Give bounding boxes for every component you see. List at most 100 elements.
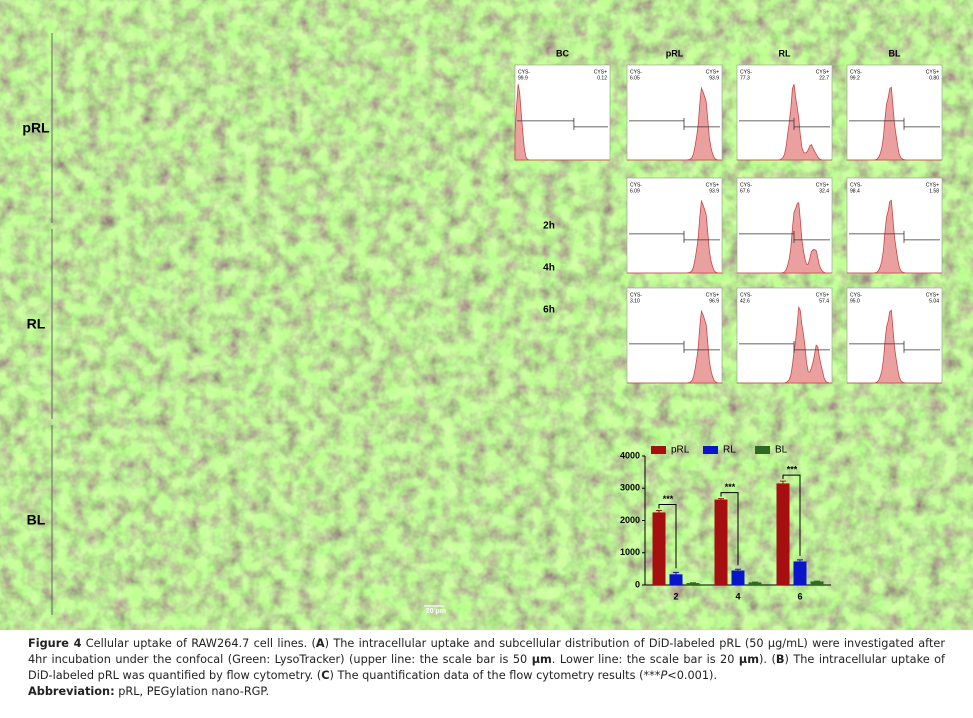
significance-bracket	[658, 504, 677, 569]
histogram: CYS-6.09 CYS+93.9	[626, 177, 723, 274]
micrograph	[355, 33, 450, 127]
scale-bar-label: 50 μm	[121, 504, 153, 516]
significance-label: ***	[663, 494, 674, 504]
gate-percent: 1.58	[929, 188, 939, 194]
scale-bar-label: 50 μm	[121, 112, 153, 124]
bar	[793, 561, 807, 585]
caption-text: ). (	[758, 653, 776, 666]
gate-percent: 93.9	[709, 75, 719, 81]
micrograph	[62, 327, 157, 421]
micrograph	[355, 229, 450, 323]
gate-label: CYS+	[706, 69, 719, 75]
gate-percent: 96.9	[709, 298, 719, 304]
row-label: BL	[27, 512, 46, 528]
histogram-curve	[737, 305, 833, 384]
micrograph	[160, 131, 255, 225]
histogram-curve	[847, 86, 942, 161]
histogram-curve	[514, 84, 610, 161]
scale-bar-label: 50 μm	[219, 504, 251, 516]
micrograph	[160, 425, 255, 519]
gate-label: CYS-	[850, 182, 862, 188]
micrograph	[258, 33, 353, 127]
micrograph	[62, 425, 157, 519]
histogram: CYS-42.6 CYS+57.4	[736, 287, 833, 384]
legend-swatch	[651, 446, 666, 454]
scale-bar-label: 20 μm	[133, 412, 153, 419]
bar	[748, 582, 762, 585]
gate-label: CYS-	[740, 292, 752, 298]
histogram-curve	[737, 84, 832, 161]
gate-percent: 95.0	[850, 298, 860, 304]
gate-percent: 99.9	[518, 75, 528, 81]
bar	[714, 499, 728, 585]
micrograph	[62, 523, 157, 617]
gate-percent: 57.4	[819, 298, 829, 304]
scale-bar-label: 20 μm	[231, 608, 251, 615]
caption-text: C	[321, 669, 330, 682]
scale-bar-label: 20 μm	[231, 216, 251, 223]
caption-text: . Lower line: the scale bar is 20	[551, 653, 739, 666]
gate-percent: 99.2	[850, 75, 860, 81]
significance-label: ***	[787, 465, 798, 475]
gate-label: CYS+	[816, 69, 829, 75]
bar	[686, 583, 700, 585]
gate-label: CYS+	[816, 292, 829, 298]
gate-percent: 93.9	[709, 188, 719, 194]
row-label: pRL	[22, 120, 50, 136]
caption-text: <0.001).	[667, 669, 718, 682]
error-bar	[780, 480, 786, 487]
micrograph	[258, 131, 353, 225]
axis-label: Time (h)	[721, 608, 756, 618]
micrograph	[355, 523, 450, 617]
caption-text: A	[315, 637, 325, 650]
scale-bar-label: 50 μm	[219, 112, 251, 124]
gate-label: CYS+	[926, 182, 939, 188]
micrograph	[258, 229, 353, 323]
significance-label: ***	[725, 482, 736, 492]
legend-label: pRL	[671, 445, 690, 456]
legend-label: BL	[775, 445, 788, 456]
error-bar	[656, 510, 662, 515]
scale-bar-label: 50 μm	[414, 308, 446, 320]
y-tick-label: 0	[635, 579, 640, 589]
scale-bar-label: 20 μm	[231, 412, 251, 419]
panel-label: C	[596, 417, 610, 438]
scale-bar-label: 50 μm	[317, 112, 349, 124]
gate-percent: 98.4	[850, 188, 860, 194]
histogram: CYS-98.4 CYS+1.58	[846, 177, 943, 274]
scale-bar-label: 20 μm	[133, 608, 153, 615]
micrograph	[160, 327, 255, 421]
significance-bracket	[782, 474, 801, 556]
caption-text: μm	[531, 653, 552, 666]
error-bar	[797, 559, 803, 564]
scale-bar-label: 20 μm	[329, 608, 349, 615]
gate-label: CYS+	[594, 69, 607, 75]
scale-bar-label: 50 μm	[414, 112, 446, 124]
caption-text: ) The intracellular uptake of DiD-labele…	[28, 653, 946, 682]
caption-text: Cellular uptake of RAW264.7 cell lines. …	[81, 637, 316, 650]
caption-text: ) The quantification data of the flow cy…	[329, 669, 661, 682]
column-header: pRL	[666, 48, 684, 58]
histogram-curve	[847, 199, 942, 274]
gate-percent: 32.4	[819, 188, 829, 194]
legend-label: RL	[723, 445, 736, 456]
column-header: Bright	[286, 13, 325, 28]
time-arrow	[513, 196, 585, 354]
column-header: DiD	[98, 13, 120, 28]
micrograph	[160, 33, 255, 127]
micrograph	[258, 523, 353, 617]
gate-percent: 67.6	[740, 188, 750, 194]
micrograph	[355, 131, 450, 225]
gate-percent: 5.04	[929, 298, 939, 304]
micrograph	[258, 425, 353, 519]
panel-label: B	[482, 31, 496, 52]
x-tick-label: 6	[797, 591, 802, 601]
x-tick-label: 4	[735, 591, 740, 601]
scale-bar-label: 50 μm	[317, 504, 349, 516]
histogram-curve	[847, 309, 942, 384]
gate-percent: 6.09	[630, 188, 640, 194]
gate-percent: 0.12	[597, 75, 607, 81]
micrograph	[62, 33, 157, 127]
caption-text: B	[775, 653, 785, 666]
gate-label: CYS+	[926, 292, 939, 298]
